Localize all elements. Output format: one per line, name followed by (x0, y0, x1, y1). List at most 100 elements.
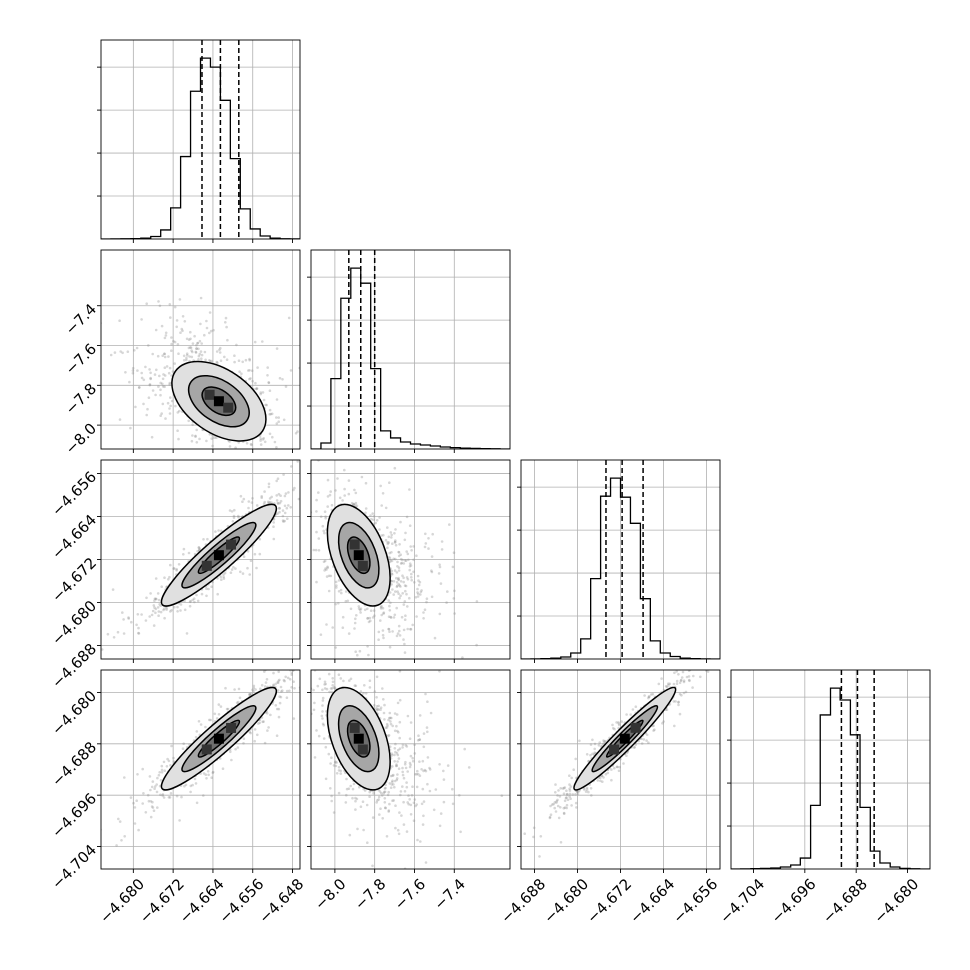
sample-point (361, 661, 364, 664)
sample-point (430, 569, 433, 572)
sample-point (123, 776, 126, 779)
sample-point (562, 811, 566, 815)
sample-point (315, 530, 318, 534)
sample-point (518, 837, 521, 840)
sample-point (439, 582, 443, 585)
sample-point (403, 618, 407, 621)
sample-point (365, 803, 369, 807)
sample-point (341, 626, 345, 629)
sample-point (191, 783, 194, 787)
sample-point (394, 539, 397, 542)
sample-point (396, 760, 399, 763)
sample-point (266, 729, 269, 732)
sample-point (200, 357, 203, 361)
sample-point (266, 366, 270, 369)
sample-point (263, 490, 266, 493)
sample-point (227, 474, 230, 477)
sample-point (398, 811, 401, 814)
sample-point (129, 796, 133, 799)
histogram-1 (311, 267, 510, 449)
sample-point (276, 681, 280, 684)
sample-point (321, 704, 324, 707)
sample-point (263, 685, 267, 688)
sample-point (615, 765, 619, 769)
sample-point (402, 800, 405, 804)
sample-point (340, 591, 343, 595)
sample-point (205, 594, 208, 598)
sample-point (453, 589, 456, 593)
sample-point (381, 606, 385, 610)
sample-point (169, 563, 172, 567)
sample-point (222, 575, 225, 579)
sample-point (147, 344, 150, 347)
sample-point (375, 665, 378, 668)
sample-point (392, 616, 396, 619)
sample-point (283, 511, 287, 515)
sample-point (362, 691, 365, 695)
sample-point (146, 793, 150, 797)
sample-point (404, 656, 407, 659)
sample-point (279, 580, 282, 583)
sample-point (148, 383, 152, 386)
sample-point (266, 374, 269, 377)
sample-point (356, 653, 359, 657)
sample-point (414, 596, 418, 599)
sample-point (210, 437, 213, 440)
sample-point (252, 684, 256, 688)
sample-point (269, 412, 273, 416)
sample-point (356, 827, 359, 831)
sample-point (378, 516, 381, 519)
sample-point (403, 763, 407, 766)
sample-point (384, 786, 387, 790)
sample-point (237, 441, 240, 444)
sample-point (386, 724, 389, 728)
sample-point (195, 593, 198, 597)
sample-point (401, 743, 405, 747)
sample-point (397, 550, 400, 554)
sample-point (255, 504, 259, 507)
sample-point (279, 499, 283, 503)
sample-point (418, 714, 422, 717)
sample-point (303, 749, 306, 752)
sample-point (446, 764, 450, 767)
sample-point (616, 765, 619, 769)
sample-point (391, 724, 395, 728)
sample-point (233, 360, 236, 364)
sample-point (401, 766, 404, 770)
sample-point (281, 519, 285, 522)
sample-point (395, 778, 399, 782)
sample-point (203, 333, 206, 337)
sample-point (222, 573, 225, 576)
sample-point (158, 374, 161, 378)
sample-point (331, 680, 335, 684)
sample-point (585, 753, 589, 756)
sample-point (369, 514, 372, 517)
sample-point (711, 656, 714, 659)
sample-point (187, 346, 191, 350)
sample-point (554, 810, 558, 813)
sample-point (403, 651, 407, 654)
sample-point (408, 524, 412, 527)
sample-point (389, 716, 392, 720)
sample-point (237, 687, 241, 691)
sample-point (319, 652, 322, 655)
sample-point (704, 664, 707, 667)
sample-point (415, 772, 419, 776)
sample-point (210, 776, 213, 779)
sample-point (228, 509, 232, 512)
sample-point (387, 627, 391, 631)
sample-point (331, 663, 334, 666)
sample-point (442, 778, 446, 781)
sample-point (299, 660, 302, 663)
sample-point (415, 554, 418, 557)
sample-point (181, 747, 185, 750)
sample-point (282, 520, 285, 523)
sample-point (191, 434, 194, 437)
sample-point (382, 636, 385, 640)
sample-point (148, 775, 152, 778)
sample-point (390, 572, 393, 575)
sample-point (182, 547, 186, 551)
sample-point (422, 745, 426, 749)
sample-point (288, 678, 292, 681)
sample-point (402, 603, 406, 606)
